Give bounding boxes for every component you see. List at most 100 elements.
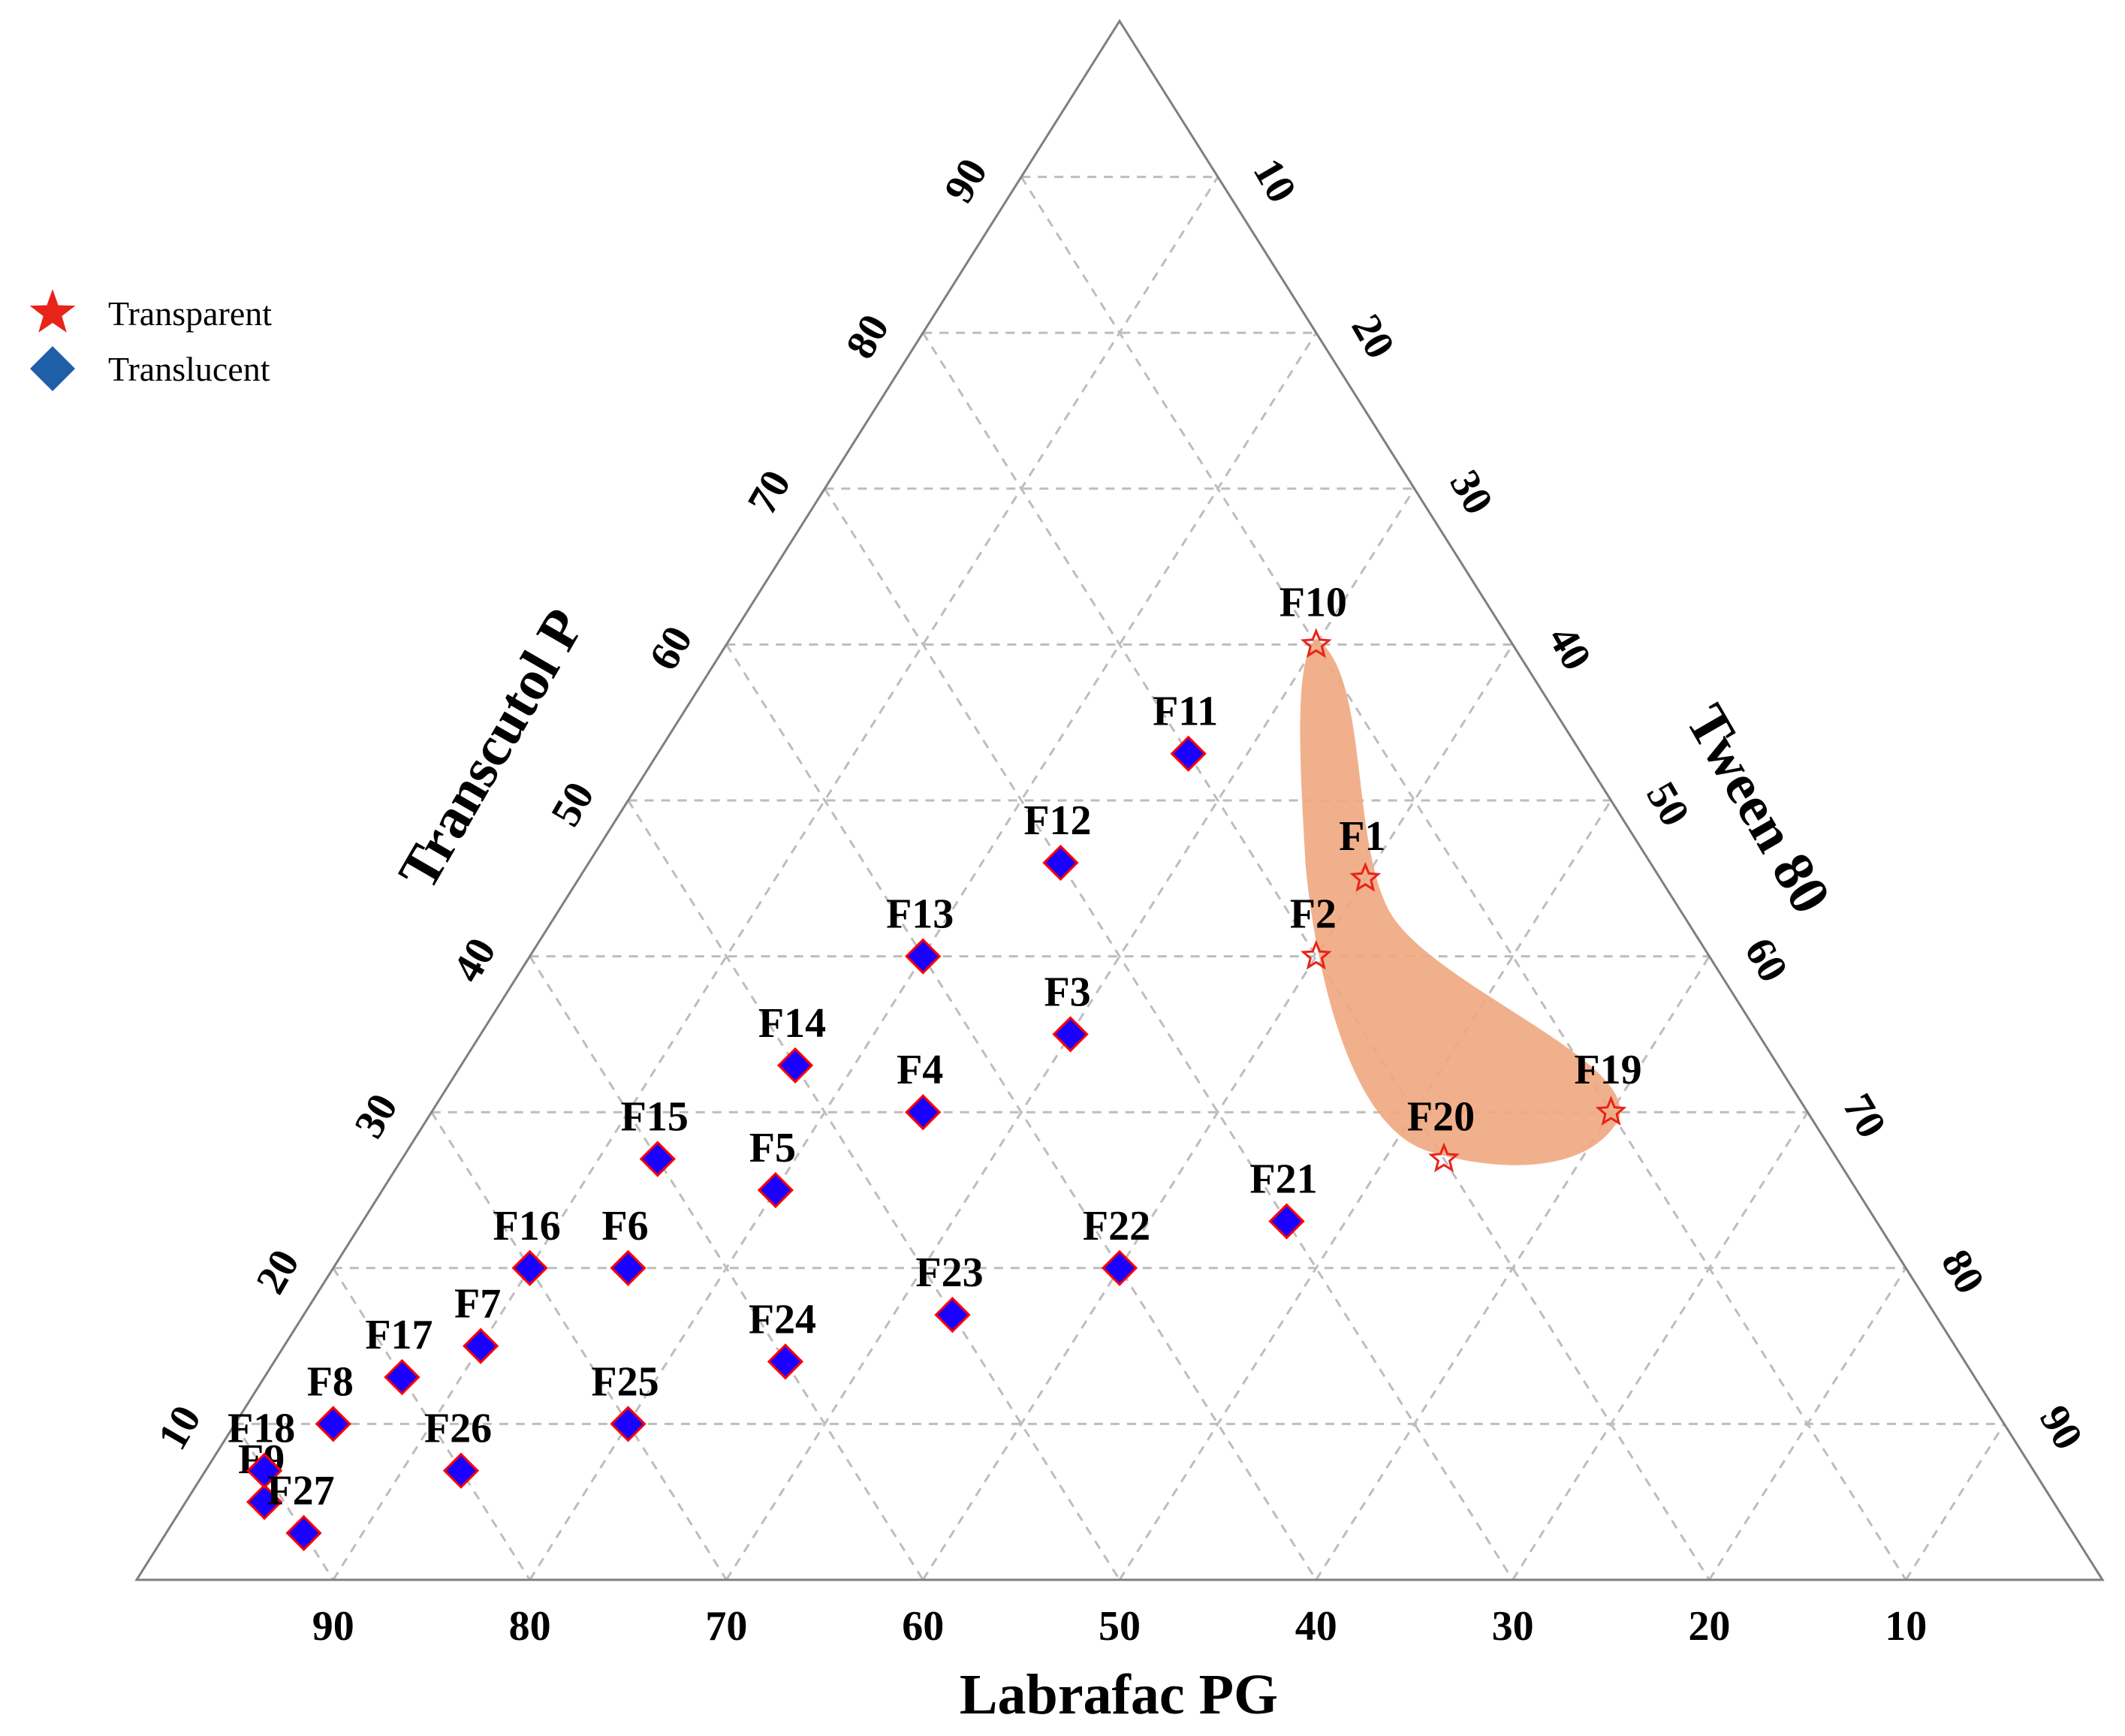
translucent-diamond-marker bbox=[905, 938, 942, 975]
bottom-tick-label: 20 bbox=[1688, 1603, 1730, 1650]
bottom-tick-label: 80 bbox=[509, 1603, 551, 1650]
translucent-diamond-marker bbox=[1052, 1016, 1089, 1053]
point-label: F26 bbox=[424, 1406, 492, 1452]
triangle-outline bbox=[134, 19, 2105, 1581]
transparent-star-marker bbox=[1300, 939, 1332, 970]
transparent-star-marker bbox=[1428, 1142, 1460, 1173]
grid-line bbox=[725, 643, 1318, 1581]
grid-line bbox=[529, 955, 924, 1581]
translucent-diamond-marker bbox=[384, 1358, 420, 1396]
legend-item-transparent: Transparent bbox=[23, 285, 272, 341]
axis-titles: Labrafac PG Transcutol P Tween 80 bbox=[386, 598, 1843, 1726]
grid-line bbox=[234, 1423, 335, 1581]
left-tick-label: 60 bbox=[641, 619, 702, 678]
translucent-diamond-marker bbox=[776, 1047, 814, 1084]
bottom-tick-label: 60 bbox=[902, 1603, 944, 1650]
point-label: F3 bbox=[1044, 969, 1090, 1015]
translucent-diamond-marker bbox=[285, 1514, 322, 1551]
point-label: F14 bbox=[758, 1000, 826, 1047]
grid-line bbox=[1315, 955, 1711, 1581]
point-label: F23 bbox=[915, 1249, 983, 1296]
triangle-axes bbox=[134, 19, 2105, 1581]
transparent-region bbox=[1300, 638, 1620, 1165]
point-label: F2 bbox=[1290, 891, 1337, 938]
point-label: F5 bbox=[749, 1125, 796, 1171]
point-label: F21 bbox=[1249, 1156, 1317, 1203]
diamond-icon bbox=[23, 341, 83, 396]
left-axis-title: Transcutol P bbox=[386, 598, 596, 900]
legend-item-translucent: Translucent bbox=[23, 341, 272, 396]
left-tick-label: 90 bbox=[936, 151, 997, 210]
point-label: F15 bbox=[621, 1093, 689, 1140]
translucent-diamond-marker bbox=[610, 1249, 647, 1286]
translucent-diamond-marker bbox=[1101, 1249, 1138, 1286]
right-tick-label: 30 bbox=[1440, 463, 1502, 522]
left-tick-label: 50 bbox=[542, 774, 604, 833]
transparent-star-marker bbox=[1300, 628, 1332, 659]
grid-line bbox=[824, 487, 1514, 1581]
transparent-star-marker bbox=[1349, 861, 1382, 892]
point-label: F25 bbox=[591, 1358, 659, 1405]
bottom-tick-label: 30 bbox=[1492, 1603, 1534, 1650]
grid-line bbox=[332, 1267, 531, 1581]
right-tick-label: 80 bbox=[1932, 1242, 1994, 1301]
translucent-diamond-marker bbox=[1268, 1203, 1305, 1240]
grid-line bbox=[1020, 176, 1907, 1581]
grid-lines bbox=[234, 176, 2006, 1581]
left-tick-label: 70 bbox=[739, 463, 800, 522]
point-label: F16 bbox=[493, 1203, 560, 1249]
bottom-tick-label: 50 bbox=[1099, 1603, 1141, 1650]
grid-line bbox=[1118, 800, 1612, 1581]
left-tick-label: 30 bbox=[345, 1086, 407, 1145]
left-tick-label: 80 bbox=[837, 306, 899, 366]
point-label: F4 bbox=[897, 1047, 943, 1093]
right-tick-label: 40 bbox=[1539, 619, 1600, 678]
right-tick-label: 60 bbox=[1735, 930, 1797, 990]
legend-label-translucent: Translucent bbox=[108, 349, 270, 388]
star-icon bbox=[23, 285, 83, 341]
point-label: F7 bbox=[454, 1281, 501, 1328]
right-axis-title: Tween 80 bbox=[1674, 695, 1843, 924]
point-label: F18 bbox=[228, 1406, 295, 1452]
translucent-diamond-marker bbox=[610, 1406, 647, 1442]
translucent-diamond-marker bbox=[442, 1452, 480, 1489]
translucent-diamond-marker bbox=[1170, 735, 1207, 772]
grid-line bbox=[627, 800, 1121, 1581]
grid-line bbox=[921, 643, 1514, 1581]
translucent-diamond-marker bbox=[639, 1141, 676, 1177]
left-tick-label: 20 bbox=[247, 1242, 309, 1301]
point-label: F22 bbox=[1083, 1203, 1150, 1249]
left-tick-label: 40 bbox=[444, 930, 505, 990]
translucent-diamond-marker bbox=[511, 1249, 548, 1286]
right-tick-label: 90 bbox=[2030, 1398, 2092, 1457]
grid-line bbox=[921, 332, 1711, 1581]
point-label: F8 bbox=[307, 1358, 354, 1405]
translucent-diamond-marker bbox=[246, 1484, 283, 1521]
bottom-tick-label: 90 bbox=[312, 1603, 354, 1650]
grid-line bbox=[1512, 1111, 1809, 1581]
point-label: F11 bbox=[1153, 689, 1218, 735]
left-tick-label: 10 bbox=[149, 1398, 210, 1457]
translucent-diamond-marker bbox=[246, 1452, 283, 1489]
legend: Transparent Translucent bbox=[23, 285, 272, 396]
translucent-diamond-marker bbox=[1042, 844, 1079, 882]
bottom-axis-title: Labrafac PG bbox=[960, 1663, 1278, 1726]
right-tick-label: 20 bbox=[1343, 306, 1404, 366]
point-label: F6 bbox=[601, 1203, 648, 1249]
point-label: F1 bbox=[1339, 813, 1385, 860]
point-label: F27 bbox=[267, 1468, 334, 1514]
grid-line bbox=[1708, 1267, 1907, 1581]
grid-line bbox=[1904, 1423, 2006, 1581]
right-tick-label: 50 bbox=[1637, 774, 1698, 833]
translucent-diamond-marker bbox=[463, 1328, 499, 1364]
right-tick-label: 70 bbox=[1834, 1086, 1895, 1145]
point-label: F13 bbox=[886, 891, 954, 938]
point-label: F10 bbox=[1280, 579, 1347, 625]
translucent-diamond-marker bbox=[905, 1094, 942, 1131]
transparent-star-marker bbox=[1595, 1096, 1627, 1126]
point-label: F19 bbox=[1574, 1047, 1641, 1093]
transparent-region-shape bbox=[1300, 638, 1620, 1165]
bottom-tick-label: 40 bbox=[1295, 1603, 1337, 1650]
point-label: F12 bbox=[1023, 797, 1091, 844]
